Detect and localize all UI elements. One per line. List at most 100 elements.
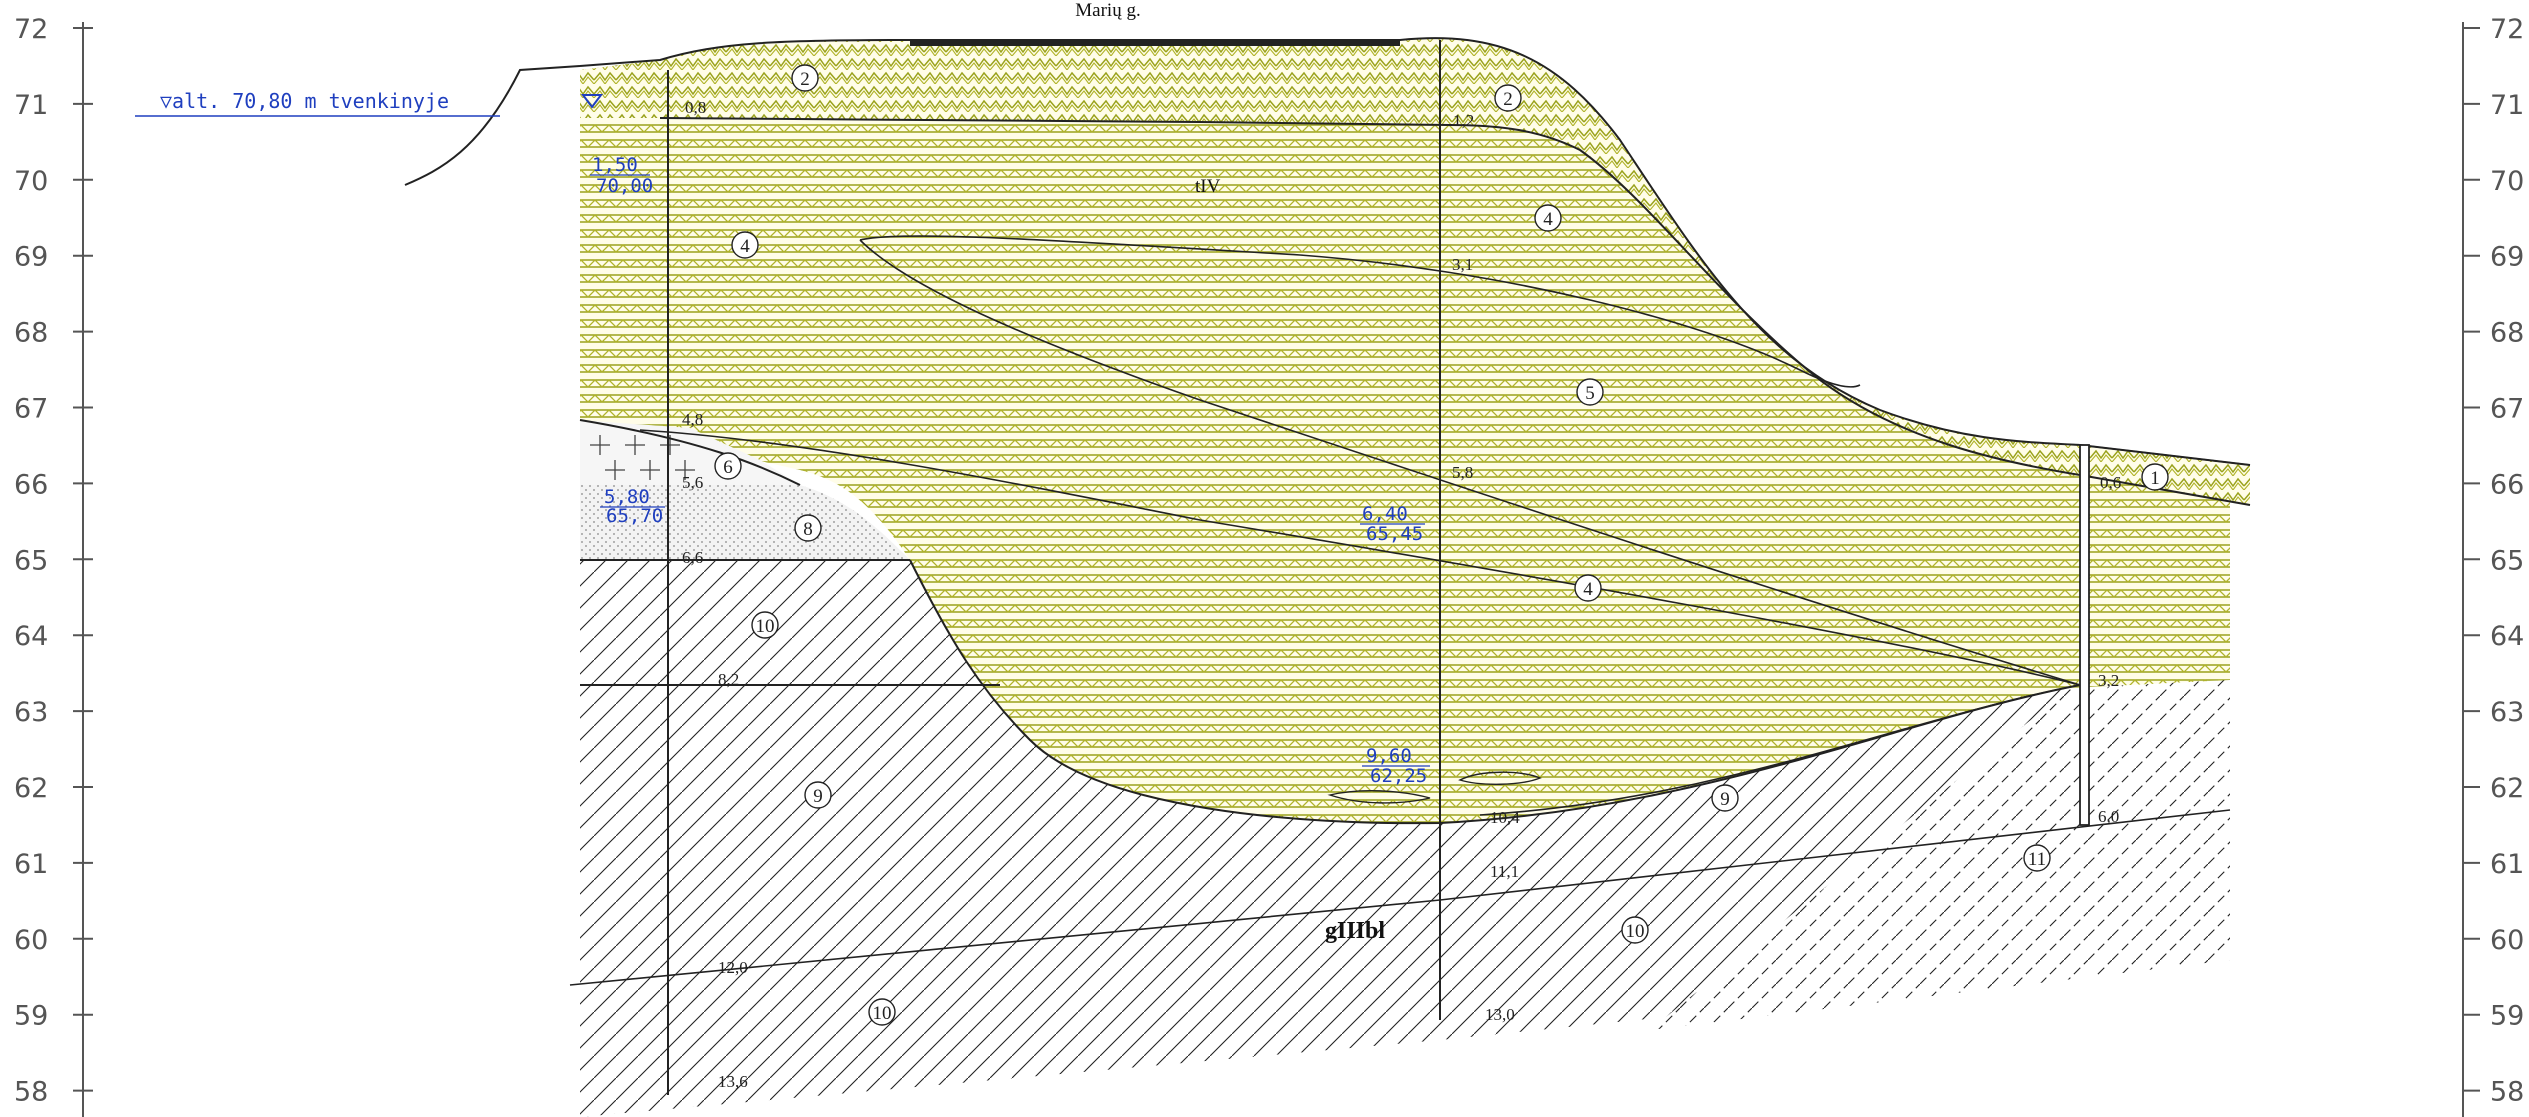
depth-label: 5,6 xyxy=(682,473,703,492)
axis-tick-label: 59 xyxy=(14,1001,48,1032)
stratigraphy-upper: tIV xyxy=(1195,176,1221,197)
layer-glaciolacustrine xyxy=(580,38,2230,824)
depth-label: 13,6 xyxy=(718,1072,748,1091)
layer-number: 9 xyxy=(1711,784,1739,812)
svg-text:8: 8 xyxy=(803,519,813,540)
axis-tick-label: 62 xyxy=(2490,773,2524,804)
svg-text:2: 2 xyxy=(1503,89,1513,110)
groundwater-altitude: 65,70 xyxy=(606,505,663,527)
svg-text:9: 9 xyxy=(1720,789,1730,810)
axis-tick-label: 63 xyxy=(14,697,48,728)
road-surface xyxy=(910,40,1400,46)
right-elevation-axis: 72 71 70 69 68 67 66 65 64 63 62 61 60 59 58 xyxy=(2462,14,2524,1117)
groundwater-altitude: 70,00 xyxy=(596,175,653,197)
axis-tick-label: 71 xyxy=(2490,90,2524,121)
layer-number: 6 xyxy=(714,452,742,480)
layer-number: 9 xyxy=(804,781,832,809)
boundary-lines xyxy=(404,37,2251,986)
groundwater-depth: 6,40 xyxy=(1362,503,1408,525)
axis-tick-label: 58 xyxy=(2490,1077,2524,1108)
layer-number: 11 xyxy=(2023,844,2051,872)
stratigraphy-lower: gIIIbl xyxy=(1325,918,1385,944)
depth-label: 5,8 xyxy=(1452,463,1473,482)
axis-tick-label: 70 xyxy=(2490,166,2524,197)
depth-label: 8,2 xyxy=(718,670,739,689)
axis-tick-label: 58 xyxy=(14,1077,48,1108)
groundwater-altitude: 62,25 xyxy=(1370,765,1427,787)
street-label: Marių g. xyxy=(1075,0,1140,21)
layer-number: 2 xyxy=(1494,84,1522,112)
layer-number: 4 xyxy=(1574,574,1602,602)
svg-text:6: 6 xyxy=(723,457,733,478)
axis-tick-label: 66 xyxy=(14,469,48,500)
svg-text:10: 10 xyxy=(756,616,775,637)
depth-label: 6,0 xyxy=(2098,807,2119,826)
water-level-marker xyxy=(581,94,603,109)
axis-tick-label: 70 xyxy=(14,166,48,197)
axis-tick-label: 61 xyxy=(14,849,48,880)
layer-labels: 1 2 2 4 4 4 5 6 8 9 9 10 10 10 11 xyxy=(714,64,2169,1026)
layer-number: 4 xyxy=(1534,204,1562,232)
depth-label: 1,2 xyxy=(1453,111,1474,130)
axis-tick-label: 59 xyxy=(2490,1001,2524,1032)
axis-tick-label: 60 xyxy=(2490,925,2524,956)
layer-number: 2 xyxy=(791,64,819,92)
axis-tick-label: 69 xyxy=(2490,242,2524,273)
depth-label: 0,8 xyxy=(685,98,706,117)
layer-number: 10 xyxy=(868,998,896,1026)
axis-tick-label: 61 xyxy=(2490,849,2524,880)
borehole-right: 0,6 3,2 6,0 xyxy=(2079,444,2121,826)
depth-label: 11,1 xyxy=(1490,862,1519,881)
depth-label: 12,0 xyxy=(718,958,748,977)
axis-tick-label: 62 xyxy=(14,773,48,804)
layer-number: 8 xyxy=(794,514,822,542)
layer-number: 4 xyxy=(731,231,759,259)
groundwater-altitude: 65,45 xyxy=(1366,523,1423,545)
axis-tick-label: 60 xyxy=(14,925,48,956)
axis-tick-label: 72 xyxy=(14,14,48,45)
layer-number: 1 xyxy=(2141,463,2169,491)
peat-symbols xyxy=(590,435,695,480)
left-elevation-axis: 72 71 70 69 68 67 66 65 64 63 62 61 60 59 58 xyxy=(14,14,93,1117)
svg-text:11: 11 xyxy=(2028,849,2046,870)
groundwater-depth: 1,50 xyxy=(592,154,638,176)
axis-tick-label: 69 xyxy=(14,242,48,273)
groundwater-depth: 5,80 xyxy=(604,486,650,508)
water-level-label: ▽alt. 70,80 m tvenkinyje xyxy=(160,89,449,113)
svg-text:4: 4 xyxy=(740,236,750,257)
depth-label: 4,8 xyxy=(682,410,703,429)
layer-number: 10 xyxy=(751,611,779,639)
layer-number: 5 xyxy=(1576,378,1604,406)
svg-text:4: 4 xyxy=(1543,209,1553,230)
axis-tick-label: 67 xyxy=(2490,394,2524,425)
svg-text:10: 10 xyxy=(873,1003,892,1024)
svg-text:2: 2 xyxy=(800,69,810,90)
depth-label: 0,6 xyxy=(2100,473,2121,492)
axis-tick-label: 68 xyxy=(14,318,48,349)
depth-label: 3,1 xyxy=(1452,255,1473,274)
svg-text:9: 9 xyxy=(813,786,823,807)
depth-label: 6,6 xyxy=(682,548,703,567)
groundwater-depth: 9,60 xyxy=(1366,745,1412,767)
depth-label: 10,4 xyxy=(1490,808,1520,827)
depth-label: 13,0 xyxy=(1485,1005,1515,1024)
svg-text:4: 4 xyxy=(1583,579,1593,600)
depth-label: 3,2 xyxy=(2098,671,2119,690)
axis-tick-label: 67 xyxy=(14,394,48,425)
axis-tick-label: 64 xyxy=(14,621,48,652)
axis-tick-label: 65 xyxy=(14,545,48,576)
axis-tick-label: 63 xyxy=(2490,697,2524,728)
borehole-middle: 1,2 3,1 5,8 10,4 11,1 13,0 6,40 65,45 9,… xyxy=(1360,40,1520,1024)
axis-tick-label: 65 xyxy=(2490,545,2524,576)
axis-tick-label: 66 xyxy=(2490,469,2524,500)
layer-number: 10 xyxy=(1621,916,1649,944)
borehole-left: 0,8 4,8 5,6 6,6 8,2 12,0 13,6 1,50 70,00… xyxy=(590,70,748,1095)
svg-text:10: 10 xyxy=(1626,921,1645,942)
axis-tick-label: 72 xyxy=(2490,14,2524,45)
layer-sand xyxy=(580,485,910,560)
axis-tick-label: 68 xyxy=(2490,318,2524,349)
svg-text:5: 5 xyxy=(1585,383,1595,404)
svg-text:1: 1 xyxy=(2150,468,2160,489)
axis-tick-label: 64 xyxy=(2490,621,2524,652)
